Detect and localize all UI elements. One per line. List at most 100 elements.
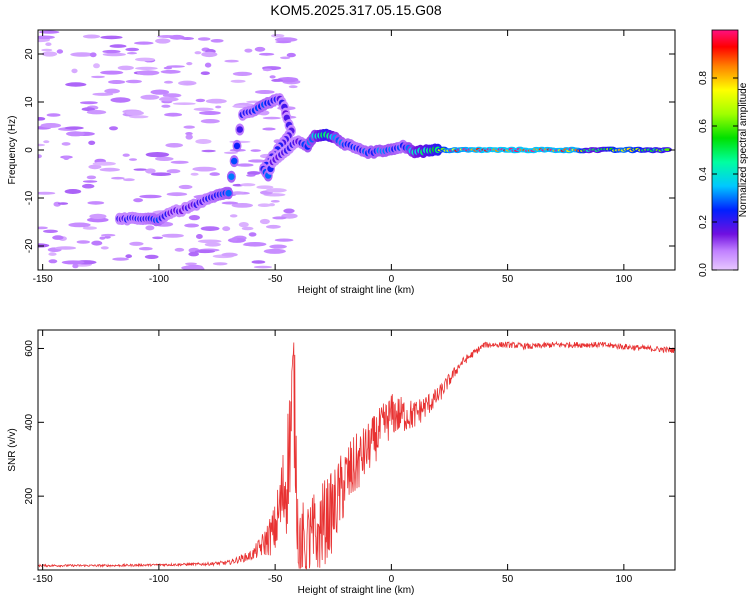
spectrogram-speckle [129, 241, 144, 246]
spectrogram-speckle [38, 35, 55, 40]
y-tick-label: 400 [24, 414, 35, 431]
spectrogram-speckle [197, 37, 211, 41]
spectrogram-speckle [91, 75, 105, 79]
spectrogram-speckle [243, 242, 267, 247]
spectrogram-speckle [224, 59, 239, 63]
spectrogram-speckle [205, 98, 227, 104]
spectrogram-speckle [101, 233, 116, 237]
spectrogram-speckle [161, 104, 171, 108]
x-tick-label: 0 [389, 274, 395, 285]
spectrogram-speckle [265, 188, 287, 193]
spectrogram-speckle [104, 235, 111, 239]
spectrogram-speckle [247, 171, 261, 176]
spectrogram-speckle [174, 247, 185, 252]
x-tick-label: -150 [33, 274, 53, 285]
spectrogram-speckle [92, 161, 116, 166]
colorbar-tick-label: 0.2 [698, 215, 709, 229]
spectrogram-speckle [61, 260, 85, 265]
spectrogram-speckle [100, 70, 124, 75]
spectrogram-speckle [48, 252, 57, 256]
snr-y-axis-label: SNR (v/v) [7, 428, 18, 471]
x-tick-label: 0 [389, 574, 395, 585]
spectrogram-speckle [39, 30, 60, 34]
spectrogram-speckle [180, 37, 194, 40]
spectrogram-speckle [271, 78, 283, 82]
spectrogram-speckle [86, 110, 107, 115]
spectrogram-speckle [197, 239, 222, 244]
y-tick-label: -10 [24, 190, 35, 205]
spectrogram-speckle [185, 134, 193, 140]
spectrogram-speckle [166, 169, 181, 174]
spectrogram-speckle [152, 236, 164, 240]
spectrogram-speckle [66, 131, 85, 137]
spectrogram-speckle [41, 48, 53, 52]
spectrogram-speckle [178, 184, 193, 190]
y-tick-label: -20 [24, 238, 35, 253]
spectrogram-speckle [122, 153, 130, 157]
spectrogram-speckle [100, 246, 109, 250]
spectrogram-speckle [251, 260, 266, 264]
spectrogram-speckle [88, 140, 96, 145]
spectrogram-speckle [262, 116, 281, 120]
spectrogram-speckle [64, 189, 82, 194]
spectrogram-speckle [222, 226, 231, 232]
spectrogram-speckle [99, 236, 106, 240]
spectrogram-speckle [274, 238, 294, 242]
spectrogram-speckle [200, 119, 220, 124]
spectrogram-speckle [88, 164, 102, 170]
spectrogram-speckle [43, 229, 58, 233]
spectrogram-speckle [87, 201, 105, 205]
spectrogram-speckle [210, 39, 224, 43]
spectrogram-speckle [70, 52, 94, 57]
x-tick-label: -50 [268, 274, 283, 285]
spectrogram-speckle [212, 262, 228, 266]
y-tick-label: 600 [24, 340, 35, 357]
colorbar-tick-label: 0.6 [698, 119, 709, 133]
spectrogram-speckle [209, 172, 220, 176]
spectrogram-speckle [151, 172, 172, 176]
spectrogram-speckle [136, 70, 160, 76]
spectrogram-speckle [52, 235, 64, 240]
spectrogram-speckle [135, 57, 155, 62]
spectrogram-speckle [72, 263, 79, 269]
spectrogram-speckle [125, 47, 139, 52]
y-tick-label: 0 [24, 147, 35, 153]
snr-frame [37, 329, 676, 571]
spectrogram-speckle [229, 214, 238, 218]
spectrogram-speckle [257, 203, 271, 207]
spectrogram-speckle [254, 46, 266, 52]
y-tick-label: 20 [24, 48, 35, 60]
spectrogram-speckle [194, 249, 216, 254]
spectrogram-speckle [56, 49, 64, 54]
spectrogram-speckle [161, 233, 184, 238]
spectrogram-speckle [263, 248, 286, 254]
spectrogram-speckle [133, 198, 144, 203]
spectrogram-speckle [240, 183, 256, 187]
spectrogram-speckle [270, 200, 280, 203]
spectrogram-speckle [92, 92, 114, 96]
spectrogram-speckle [248, 159, 266, 163]
spectrogram-speckle [125, 110, 144, 116]
spectrogram-speckle [288, 85, 298, 89]
spectrogram-speckle [188, 215, 200, 221]
spectrogram-speckle [188, 251, 199, 257]
spectrogram-speckle [112, 257, 129, 261]
spectrogram-speckle [232, 71, 253, 76]
y-tick-label: 10 [24, 96, 35, 108]
spectrogram-speckle [144, 254, 159, 259]
spectrogram-speckle [129, 158, 137, 161]
spectrogram-speckle [80, 101, 98, 105]
spectrogram-speckle [48, 259, 58, 264]
spectrogram-speckle [38, 191, 56, 195]
spectrogram-speckle [231, 191, 245, 195]
spectrogram-speckle [38, 154, 42, 159]
x-tick-label: -50 [268, 574, 283, 585]
spectrogram-speckle [172, 102, 196, 105]
colorbar: 0.0 0.2 0.4 0.6 0.8 Normalized spectral ampl… [698, 29, 749, 277]
spectrogram-speckle [89, 52, 97, 58]
spectrogram-speckle [138, 247, 153, 251]
spectrogram-speckle [40, 123, 62, 128]
spectrogram-speckle [87, 217, 109, 223]
